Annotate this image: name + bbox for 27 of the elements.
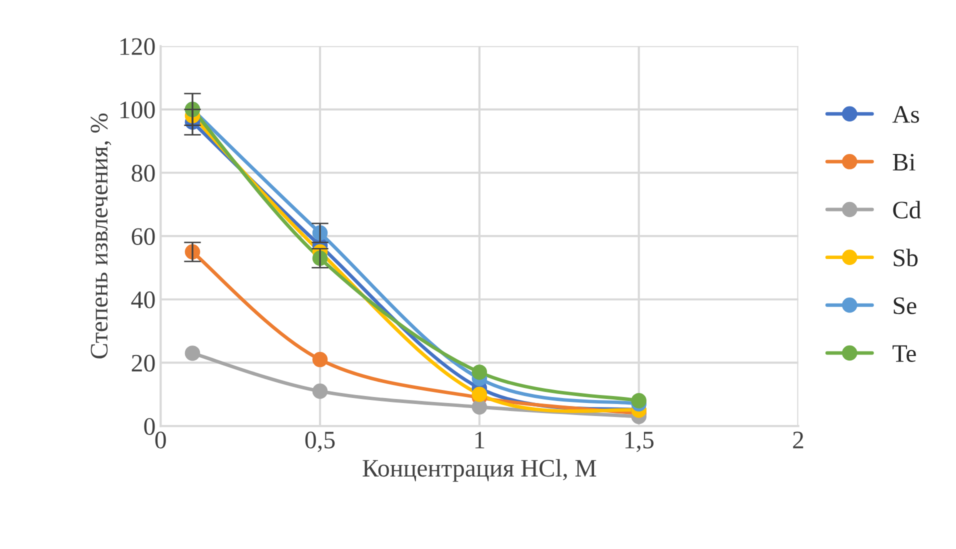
- legend-label: As: [892, 106, 920, 123]
- legend-label: Bi: [892, 154, 916, 170]
- y-tick-label: 40: [131, 291, 155, 308]
- legend-label: Te: [892, 345, 916, 362]
- point: [312, 384, 328, 399]
- legend-label: Sb: [894, 248, 918, 266]
- x-tick-label: 0,5: [305, 432, 335, 452]
- y-tick-label: 0: [144, 418, 155, 435]
- point: [472, 386, 488, 402]
- point: [472, 364, 488, 380]
- x-tick-label: 1: [475, 432, 484, 448]
- y-tick-label: 20: [132, 354, 155, 372]
- y-tick-label: 80: [132, 164, 155, 182]
- legend-label: Se: [894, 297, 916, 314]
- legend-label: Cd: [893, 200, 922, 218]
- x-tick-label: 1,5: [625, 432, 654, 452]
- x-tick-label: 0: [155, 432, 166, 448]
- point: [631, 393, 646, 408]
- x-tick-label: 2: [793, 432, 804, 448]
- x-axis-title: Концентрация HCl, M: [362, 459, 596, 482]
- y-axis-title: Степень извлечения, %: [90, 114, 112, 358]
- y-tick-label: 60: [132, 228, 155, 245]
- y-tick-label: 120: [120, 38, 155, 56]
- y-tick-label: 100: [120, 101, 155, 118]
- point: [184, 346, 200, 361]
- point: [312, 352, 328, 368]
- point: [472, 399, 488, 415]
